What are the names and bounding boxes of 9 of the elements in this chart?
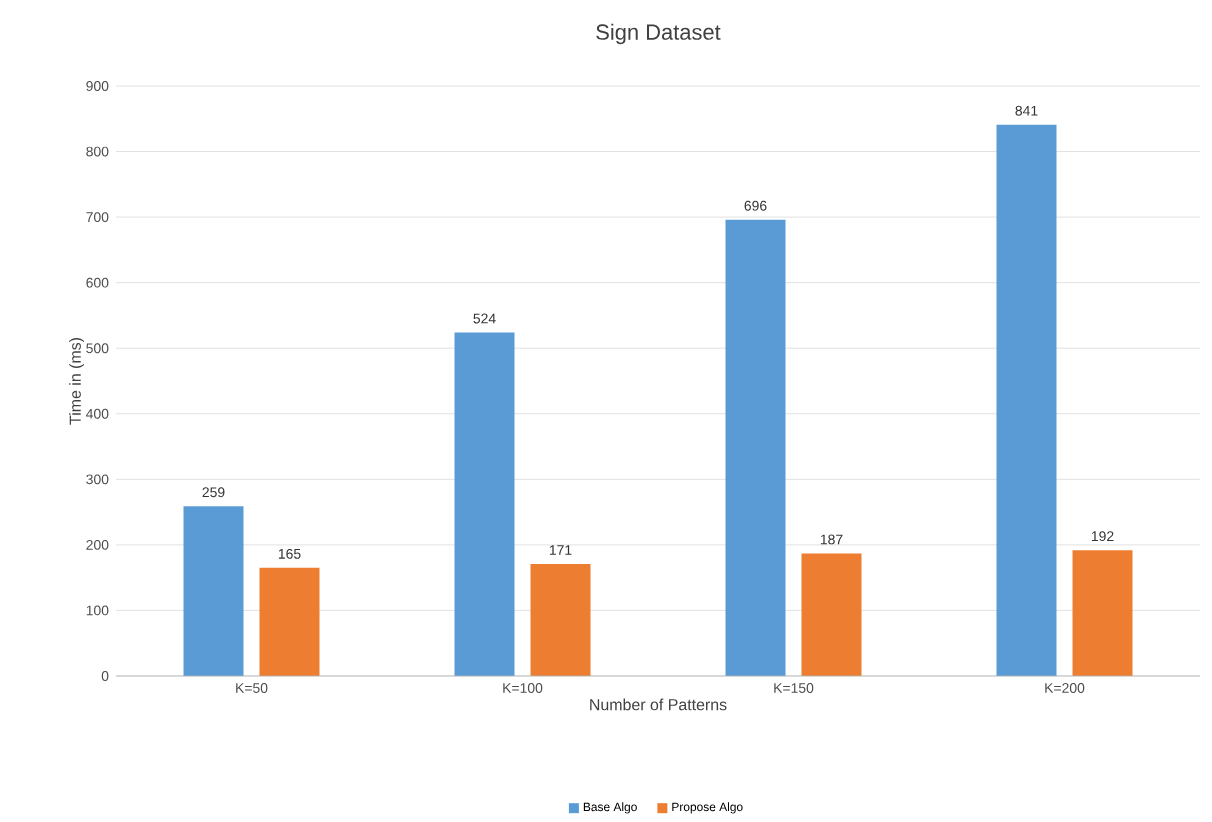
bar (1072, 550, 1133, 676)
bar (530, 563, 591, 676)
bar (996, 124, 1057, 676)
bar (454, 332, 515, 676)
bar (801, 553, 862, 676)
bar (725, 219, 786, 676)
bar (259, 567, 320, 676)
bar (183, 506, 244, 676)
chart-title: Sign Dataset (596, 23, 721, 45)
